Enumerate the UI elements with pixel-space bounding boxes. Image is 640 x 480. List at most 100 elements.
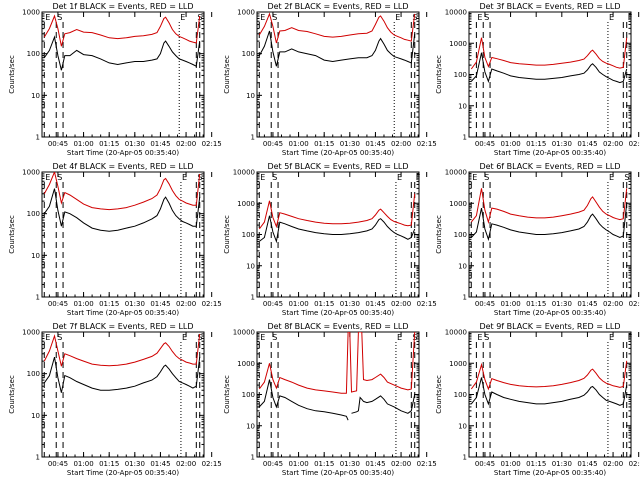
event-marker-label: S bbox=[412, 13, 417, 22]
event-marker-label: E bbox=[395, 13, 400, 22]
x-tick-label: 01:30 bbox=[340, 140, 360, 148]
y-axis-label: Counts/sec bbox=[435, 375, 443, 414]
x-tick-label: 01:00 bbox=[500, 300, 520, 308]
y-tick-label: 10000 bbox=[445, 169, 467, 177]
event-marker-label: E bbox=[260, 333, 265, 342]
y-axis-label: Counts/sec bbox=[223, 215, 231, 254]
x-tick-label: 01:15 bbox=[526, 460, 546, 468]
x-tick-label: 02:00 bbox=[391, 460, 411, 468]
y-tick-label: 100 bbox=[242, 231, 255, 239]
x-axis-label: Start Time (20-Apr-05 00:35:40) bbox=[67, 149, 179, 157]
panel-title: Det 5f BLACK = Events, RED = LLD bbox=[267, 162, 408, 171]
y-tick-label: 10000 bbox=[445, 329, 467, 337]
event-marker-label: E bbox=[45, 333, 50, 342]
x-tick-label: 00:45 bbox=[263, 140, 283, 148]
x-tick-label: 00:45 bbox=[48, 300, 68, 308]
event-marker-label: E bbox=[180, 13, 185, 22]
x-tick-label: 00:45 bbox=[475, 460, 495, 468]
x-tick-label: 01:15 bbox=[526, 300, 546, 308]
event-marker-label: S bbox=[484, 333, 489, 342]
events-series-line bbox=[258, 379, 416, 421]
x-axis-label: Start Time (20-Apr-05 00:35:40) bbox=[282, 469, 394, 477]
x-axis-label: Start Time (20-Apr-05 00:35:40) bbox=[494, 309, 606, 317]
plot-frame bbox=[41, 171, 205, 298]
lld-series-line bbox=[43, 14, 201, 47]
x-tick-label: 02:15 bbox=[417, 140, 437, 148]
x-tick-label: 01:45 bbox=[150, 460, 170, 468]
x-tick-label: 01:15 bbox=[99, 300, 119, 308]
x-tick-label: 01:00 bbox=[288, 140, 308, 148]
detector-panel-1: Det 1f BLACK = Events, RED = LLD 1 10 100 10… bbox=[8, 2, 222, 157]
x-axis-label: Start Time (20-Apr-05 00:35:40) bbox=[494, 149, 606, 157]
x-tick-label: 01:45 bbox=[365, 140, 385, 148]
x-tick-label: 01:15 bbox=[314, 460, 334, 468]
detector-panel-4: Det 4f BLACK = Events, RED = LLD 1 10 100 10… bbox=[8, 162, 222, 317]
y-tick-label: 10 bbox=[458, 262, 467, 270]
event-marker-label: E bbox=[609, 173, 614, 182]
x-tick-label: 01:15 bbox=[314, 300, 334, 308]
plot-frame bbox=[468, 11, 632, 138]
x-tick-label: 02:15 bbox=[202, 140, 222, 148]
x-tick-label: 01:00 bbox=[288, 460, 308, 468]
y-tick-label: 100 bbox=[27, 370, 40, 378]
event-marker-label: S bbox=[57, 13, 62, 22]
x-tick-label: 01:45 bbox=[150, 140, 170, 148]
y-tick-label: 10000 bbox=[445, 9, 467, 17]
y-tick-label: 10000 bbox=[233, 169, 255, 177]
event-marker-label: S bbox=[272, 13, 277, 22]
y-tick-label: 10 bbox=[246, 262, 255, 270]
panel-title: Det 1f BLACK = Events, RED = LLD bbox=[52, 2, 193, 11]
x-tick-label: 01:30 bbox=[125, 300, 145, 308]
lld-series-line bbox=[470, 360, 628, 391]
y-axis-label: Counts/sec bbox=[8, 55, 16, 94]
events-series-line bbox=[258, 215, 416, 244]
event-marker-label: S bbox=[197, 173, 202, 182]
event-marker-label: E bbox=[397, 333, 402, 342]
x-tick-label: 02:15 bbox=[417, 300, 437, 308]
detector-panel-6: Det 6f BLACK = Events, RED = LLD 1 10 100 10… bbox=[435, 162, 640, 317]
y-axis-label: Counts/sec bbox=[435, 215, 443, 254]
x-tick-label: 01:30 bbox=[340, 300, 360, 308]
event-marker-label: E bbox=[477, 13, 482, 22]
y-tick-label: 10 bbox=[31, 412, 40, 420]
x-tick-label: 02:00 bbox=[176, 300, 196, 308]
y-tick-label: 100 bbox=[242, 391, 255, 399]
detector-panel-8: Det 8f BLACK = Events, RED = LLD 1 10 100 10… bbox=[223, 322, 437, 477]
event-marker-label: S bbox=[57, 333, 62, 342]
lld-series-line bbox=[470, 37, 628, 70]
y-tick-label: 10 bbox=[246, 92, 255, 100]
panel-title: Det 3f BLACK = Events, RED = LLD bbox=[479, 2, 620, 11]
events-series-line bbox=[43, 35, 201, 71]
x-tick-label: 00:45 bbox=[48, 460, 68, 468]
x-tick-label: 01:45 bbox=[365, 460, 385, 468]
x-tick-label: 01:45 bbox=[150, 300, 170, 308]
lld-series-line bbox=[43, 172, 201, 211]
event-marker-label: S bbox=[272, 173, 277, 182]
event-marker-label: E bbox=[182, 333, 187, 342]
detector-panel-5: Det 5f BLACK = Events, RED = LLD 1 10 100 10… bbox=[223, 162, 437, 317]
events-series-line bbox=[43, 356, 201, 393]
x-axis-label: Start Time (20-Apr-05 00:35:40) bbox=[67, 309, 179, 317]
y-tick-label: 10 bbox=[246, 422, 255, 430]
y-axis-label: Counts/sec bbox=[435, 55, 443, 94]
panel-title: Det 8f BLACK = Events, RED = LLD bbox=[267, 322, 408, 331]
event-marker-label: E bbox=[45, 173, 50, 182]
y-axis-label: Counts/sec bbox=[223, 55, 231, 94]
x-tick-label: 01:30 bbox=[552, 140, 572, 148]
y-tick-label: 1 bbox=[251, 134, 255, 142]
y-tick-label: 1 bbox=[251, 294, 255, 302]
y-tick-label: 100 bbox=[454, 71, 467, 79]
x-tick-label: 02:00 bbox=[603, 140, 623, 148]
x-tick-label: 01:45 bbox=[577, 300, 597, 308]
x-tick-label: 02:00 bbox=[176, 140, 196, 148]
y-tick-label: 1000 bbox=[237, 360, 255, 368]
x-tick-label: 00:45 bbox=[475, 140, 495, 148]
x-tick-label: 01:15 bbox=[99, 460, 119, 468]
lld-series-line bbox=[43, 333, 201, 367]
x-tick-label: 00:45 bbox=[475, 300, 495, 308]
y-tick-label: 1000 bbox=[449, 40, 467, 48]
x-tick-label: 01:30 bbox=[125, 140, 145, 148]
y-tick-label: 10000 bbox=[233, 329, 255, 337]
panel-title: Det 9f BLACK = Events, RED = LLD bbox=[479, 322, 620, 331]
x-tick-label: 01:30 bbox=[340, 460, 360, 468]
